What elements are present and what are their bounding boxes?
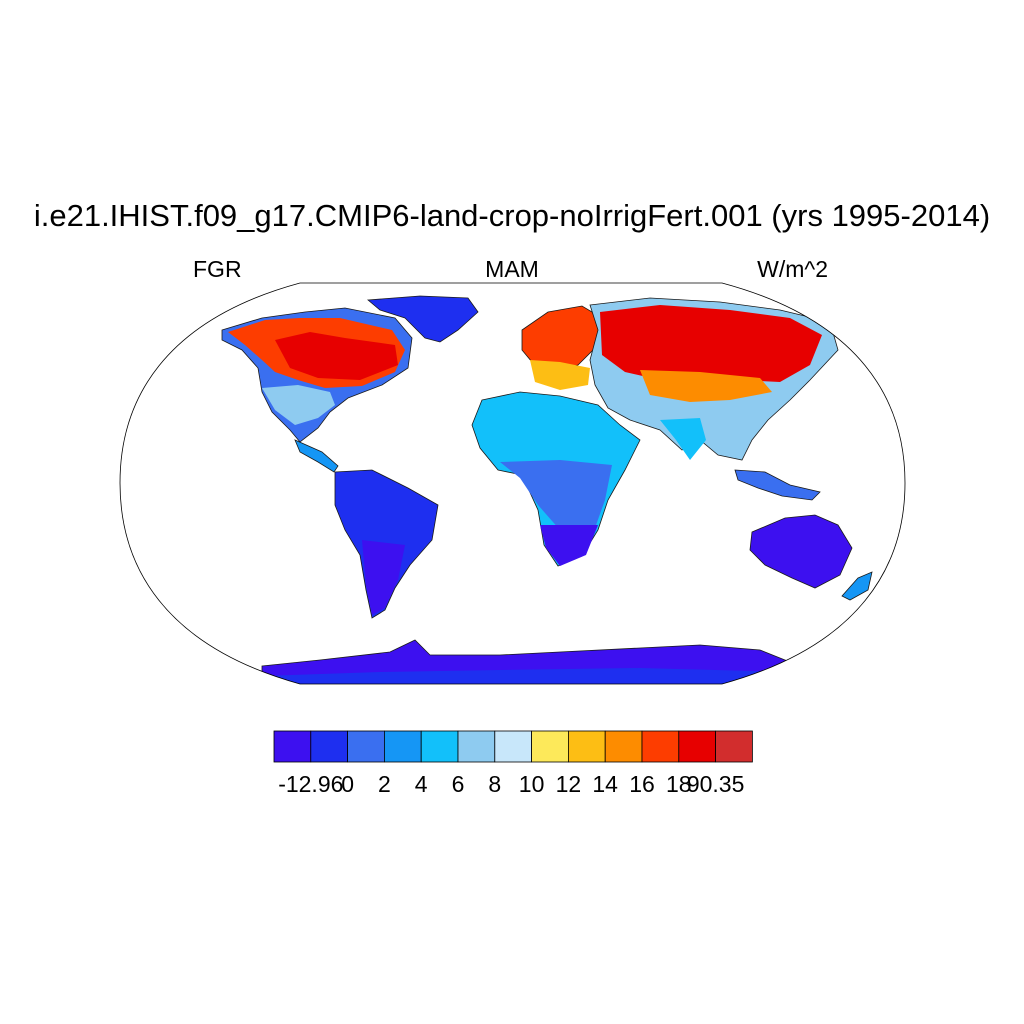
colorbar-tick-label: 90.35 — [687, 771, 745, 797]
colorbar-box — [273, 730, 312, 763]
india — [660, 418, 706, 460]
colorbar-box — [641, 730, 680, 763]
colorbar-tick-label: 8 — [488, 771, 501, 797]
south-america-south — [362, 540, 405, 615]
units-label: W/m^2 — [757, 256, 828, 282]
colorbar-tick-label: 6 — [452, 771, 465, 797]
colorbar-box — [310, 730, 348, 763]
colorbar-tick-label: 18 — [666, 771, 692, 797]
antarctica-edge — [262, 668, 790, 684]
north-america-hot — [275, 332, 398, 380]
season-label: MAM — [485, 256, 539, 282]
north-america-cool — [262, 385, 335, 425]
colorbar-box — [347, 730, 385, 763]
europe-south — [530, 360, 590, 390]
colorbar-tick-label: -12.96 — [278, 771, 343, 797]
variable-label: FGR — [193, 256, 242, 282]
colorbar — [273, 730, 753, 763]
colorbar-box — [494, 730, 532, 763]
colorbar-tick-label: 0 — [341, 771, 354, 797]
africa-central — [500, 460, 612, 530]
colorbar-box — [568, 730, 606, 763]
colorbar-tick-label: 14 — [592, 771, 618, 797]
colorbar-box — [604, 730, 643, 763]
colorbar-box — [383, 730, 422, 763]
asia-warm — [640, 370, 772, 402]
europe — [521, 305, 603, 373]
colorbar-tick-label: 4 — [415, 771, 428, 797]
colorbar-box — [715, 730, 753, 763]
colorbar-box — [457, 730, 496, 763]
asia-hot — [600, 305, 822, 385]
central-america — [294, 439, 339, 473]
map-land — [221, 295, 873, 684]
colorbar-box — [420, 730, 459, 763]
maritime-asia — [734, 469, 821, 501]
greenland — [366, 295, 479, 343]
plot-title: i.e21.IHIST.f09_g17.CMIP6-land-crop-noIr… — [33, 198, 991, 233]
colorbar-tick-label: 10 — [519, 771, 545, 797]
map-boundary — [119, 282, 906, 685]
colorbar-tick-label: 12 — [556, 771, 582, 797]
australia — [749, 514, 853, 589]
colorbar-tick-label: 2 — [378, 771, 391, 797]
new-zealand — [841, 571, 873, 601]
colorbar-tick-label: 16 — [629, 771, 655, 797]
colorbar-box — [531, 730, 569, 763]
colorbar-box — [678, 730, 716, 763]
africa-south — [540, 525, 598, 566]
